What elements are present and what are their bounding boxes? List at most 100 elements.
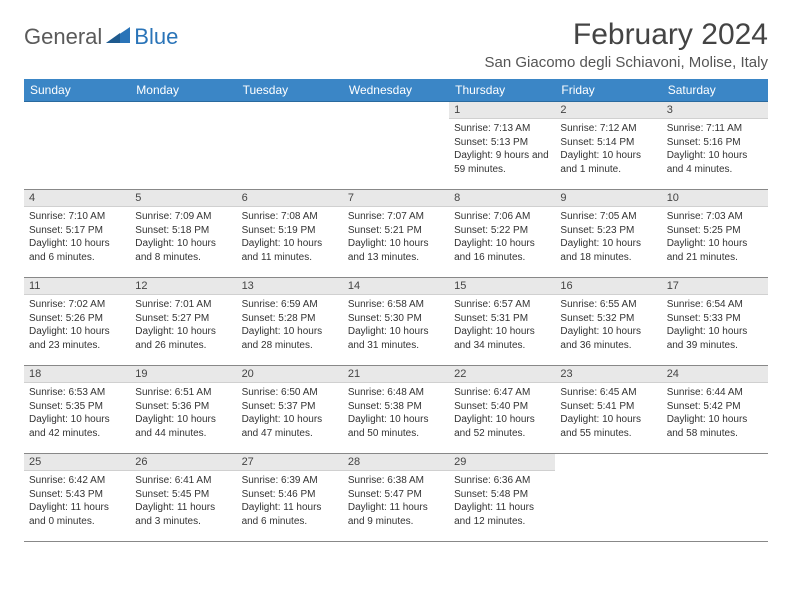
day-number: 20 [237,366,343,383]
day-details: Sunrise: 6:44 AMSunset: 5:42 PMDaylight:… [662,383,768,443]
day-details: Sunrise: 6:39 AMSunset: 5:46 PMDaylight:… [237,471,343,531]
day-number: 17 [662,278,768,295]
day-details: Sunrise: 6:42 AMSunset: 5:43 PMDaylight:… [24,471,130,531]
calendar-cell: 26Sunrise: 6:41 AMSunset: 5:45 PMDayligh… [130,454,236,542]
weekday-header: Monday [130,79,236,102]
day-number: 16 [555,278,661,295]
day-number: 6 [237,190,343,207]
day-details: Sunrise: 7:01 AMSunset: 5:27 PMDaylight:… [130,295,236,355]
day-details: Sunrise: 7:10 AMSunset: 5:17 PMDaylight:… [24,207,130,267]
calendar-cell: 11Sunrise: 7:02 AMSunset: 5:26 PMDayligh… [24,278,130,366]
calendar-cell: 14Sunrise: 6:58 AMSunset: 5:30 PMDayligh… [343,278,449,366]
day-number: 9 [555,190,661,207]
day-details: Sunrise: 6:45 AMSunset: 5:41 PMDaylight:… [555,383,661,443]
weekday-header: Sunday [24,79,130,102]
day-details: Sunrise: 7:11 AMSunset: 5:16 PMDaylight:… [662,119,768,179]
day-details: Sunrise: 6:38 AMSunset: 5:47 PMDaylight:… [343,471,449,531]
calendar-cell: 8Sunrise: 7:06 AMSunset: 5:22 PMDaylight… [449,190,555,278]
calendar-table: SundayMondayTuesdayWednesdayThursdayFrid… [24,79,768,542]
day-number: 1 [449,102,555,119]
day-details: Sunrise: 7:02 AMSunset: 5:26 PMDaylight:… [24,295,130,355]
calendar-row: 1Sunrise: 7:13 AMSunset: 5:13 PMDaylight… [24,102,768,190]
day-details: Sunrise: 6:51 AMSunset: 5:36 PMDaylight:… [130,383,236,443]
calendar-cell: 6Sunrise: 7:08 AMSunset: 5:19 PMDaylight… [237,190,343,278]
calendar-cell [555,454,661,542]
calendar-cell: 16Sunrise: 6:55 AMSunset: 5:32 PMDayligh… [555,278,661,366]
calendar-cell: 24Sunrise: 6:44 AMSunset: 5:42 PMDayligh… [662,366,768,454]
day-number: 7 [343,190,449,207]
day-number: 3 [662,102,768,119]
calendar-cell: 5Sunrise: 7:09 AMSunset: 5:18 PMDaylight… [130,190,236,278]
calendar-cell: 3Sunrise: 7:11 AMSunset: 5:16 PMDaylight… [662,102,768,190]
calendar-cell: 10Sunrise: 7:03 AMSunset: 5:25 PMDayligh… [662,190,768,278]
day-number: 5 [130,190,236,207]
day-number: 11 [24,278,130,295]
calendar-cell [130,102,236,190]
calendar-cell: 15Sunrise: 6:57 AMSunset: 5:31 PMDayligh… [449,278,555,366]
day-number: 28 [343,454,449,471]
weekday-header: Friday [555,79,661,102]
day-number: 10 [662,190,768,207]
location: San Giacomo degli Schiavoni, Molise, Ita… [485,54,768,71]
day-number: 21 [343,366,449,383]
day-number: 29 [449,454,555,471]
day-number: 8 [449,190,555,207]
day-details: Sunrise: 7:05 AMSunset: 5:23 PMDaylight:… [555,207,661,267]
title-block: February 2024 San Giacomo degli Schiavon… [485,18,768,71]
month-title: February 2024 [485,18,768,52]
day-number: 24 [662,366,768,383]
day-number: 22 [449,366,555,383]
calendar-row: 11Sunrise: 7:02 AMSunset: 5:26 PMDayligh… [24,278,768,366]
day-details: Sunrise: 6:50 AMSunset: 5:37 PMDaylight:… [237,383,343,443]
calendar-cell: 22Sunrise: 6:47 AMSunset: 5:40 PMDayligh… [449,366,555,454]
calendar-cell: 29Sunrise: 6:36 AMSunset: 5:48 PMDayligh… [449,454,555,542]
day-details: Sunrise: 6:48 AMSunset: 5:38 PMDaylight:… [343,383,449,443]
day-details: Sunrise: 7:12 AMSunset: 5:14 PMDaylight:… [555,119,661,179]
day-details: Sunrise: 7:09 AMSunset: 5:18 PMDaylight:… [130,207,236,267]
calendar-cell: 19Sunrise: 6:51 AMSunset: 5:36 PMDayligh… [130,366,236,454]
day-number: 25 [24,454,130,471]
day-details: Sunrise: 7:07 AMSunset: 5:21 PMDaylight:… [343,207,449,267]
day-details: Sunrise: 7:08 AMSunset: 5:19 PMDaylight:… [237,207,343,267]
day-number: 19 [130,366,236,383]
day-details: Sunrise: 6:58 AMSunset: 5:30 PMDaylight:… [343,295,449,355]
day-details: Sunrise: 7:06 AMSunset: 5:22 PMDaylight:… [449,207,555,267]
day-number: 2 [555,102,661,119]
logo-triangle-icon [106,25,132,50]
calendar-cell: 4Sunrise: 7:10 AMSunset: 5:17 PMDaylight… [24,190,130,278]
day-number: 4 [24,190,130,207]
day-number: 26 [130,454,236,471]
calendar-cell: 7Sunrise: 7:07 AMSunset: 5:21 PMDaylight… [343,190,449,278]
calendar-cell: 20Sunrise: 6:50 AMSunset: 5:37 PMDayligh… [237,366,343,454]
calendar-cell: 9Sunrise: 7:05 AMSunset: 5:23 PMDaylight… [555,190,661,278]
calendar-cell: 28Sunrise: 6:38 AMSunset: 5:47 PMDayligh… [343,454,449,542]
day-details: Sunrise: 6:53 AMSunset: 5:35 PMDaylight:… [24,383,130,443]
day-details: Sunrise: 7:13 AMSunset: 5:13 PMDaylight:… [449,119,555,179]
weekday-header: Saturday [662,79,768,102]
weekday-header: Thursday [449,79,555,102]
day-number: 23 [555,366,661,383]
calendar-cell: 2Sunrise: 7:12 AMSunset: 5:14 PMDaylight… [555,102,661,190]
day-details: Sunrise: 6:47 AMSunset: 5:40 PMDaylight:… [449,383,555,443]
day-details: Sunrise: 6:59 AMSunset: 5:28 PMDaylight:… [237,295,343,355]
day-number: 14 [343,278,449,295]
calendar-cell: 18Sunrise: 6:53 AMSunset: 5:35 PMDayligh… [24,366,130,454]
day-number: 18 [24,366,130,383]
calendar-cell: 13Sunrise: 6:59 AMSunset: 5:28 PMDayligh… [237,278,343,366]
calendar-cell: 21Sunrise: 6:48 AMSunset: 5:38 PMDayligh… [343,366,449,454]
calendar-cell: 17Sunrise: 6:54 AMSunset: 5:33 PMDayligh… [662,278,768,366]
header: General Blue February 2024 San Giacomo d… [24,18,768,71]
calendar-cell: 23Sunrise: 6:45 AMSunset: 5:41 PMDayligh… [555,366,661,454]
day-details: Sunrise: 6:36 AMSunset: 5:48 PMDaylight:… [449,471,555,531]
logo-text-general: General [24,24,102,50]
day-details: Sunrise: 7:03 AMSunset: 5:25 PMDaylight:… [662,207,768,267]
weekday-header: Wednesday [343,79,449,102]
day-details: Sunrise: 6:57 AMSunset: 5:31 PMDaylight:… [449,295,555,355]
calendar-row: 25Sunrise: 6:42 AMSunset: 5:43 PMDayligh… [24,454,768,542]
weekday-header: Tuesday [237,79,343,102]
calendar-cell [237,102,343,190]
logo-text-blue: Blue [134,24,178,50]
calendar-cell [24,102,130,190]
calendar-cell [343,102,449,190]
calendar-cell: 25Sunrise: 6:42 AMSunset: 5:43 PMDayligh… [24,454,130,542]
